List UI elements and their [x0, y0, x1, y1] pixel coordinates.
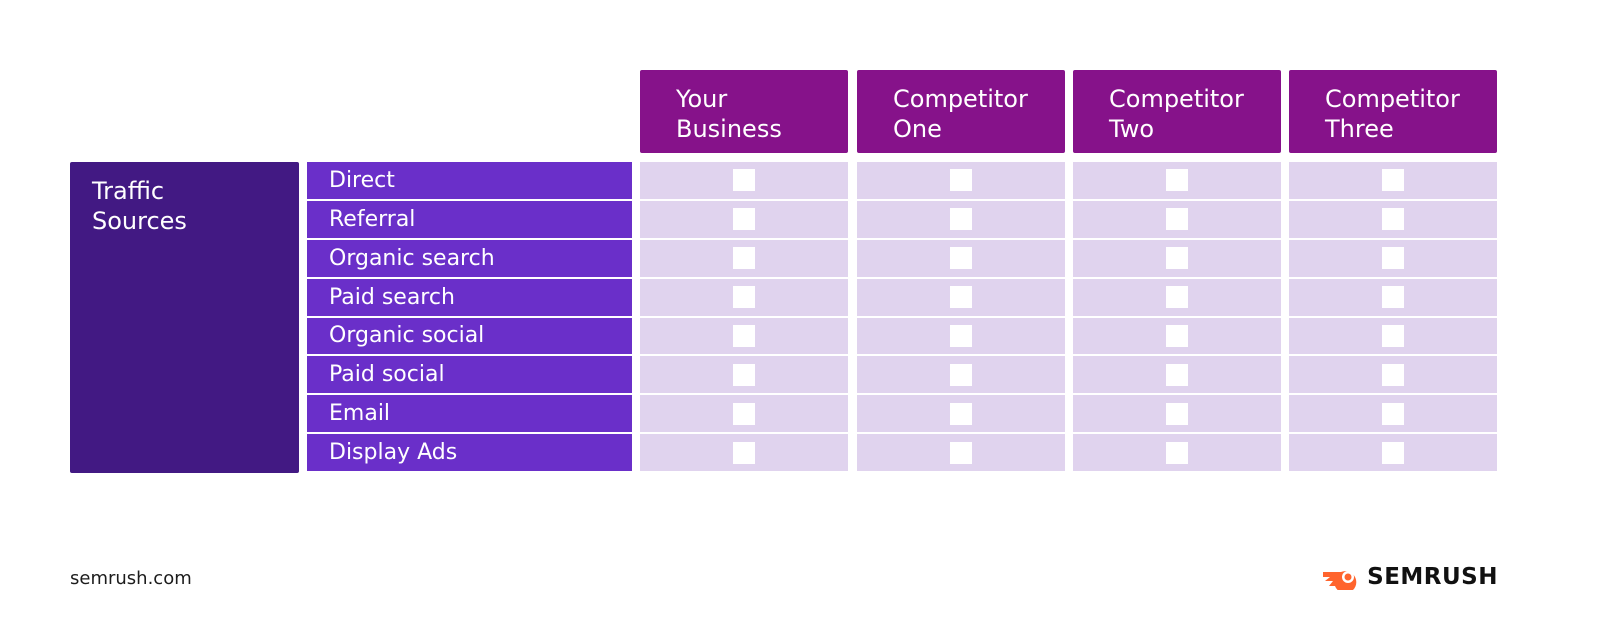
column-header: Your Business [640, 70, 848, 153]
checkbox [1382, 169, 1404, 192]
logo: SEMRUSH [1321, 564, 1498, 590]
column-header: Competitor One [857, 70, 1065, 153]
header-line: Two [1109, 115, 1154, 143]
group-label: Traffic Sources [70, 162, 299, 473]
checkbox [1382, 208, 1404, 231]
checkbox [1166, 324, 1188, 347]
checkbox [733, 208, 755, 231]
column-header: Competitor Two [1073, 70, 1281, 153]
checkbox [950, 247, 972, 270]
checkbox [1382, 363, 1404, 386]
checkbox [733, 169, 755, 192]
checkbox [1166, 169, 1188, 192]
checkbox [1382, 286, 1404, 309]
checkbox [1166, 441, 1188, 464]
checkbox [1382, 324, 1404, 347]
logo-text: SEMRUSH [1367, 564, 1498, 590]
header-line: Your [676, 85, 728, 113]
checkbox [1166, 247, 1188, 270]
header-line: Competitor [893, 85, 1028, 113]
column-header: Competitor Three [1289, 70, 1497, 153]
checkbox [950, 286, 972, 309]
checkbox [733, 402, 755, 425]
checkbox [950, 363, 972, 386]
checkbox [950, 208, 972, 231]
checkbox [733, 441, 755, 464]
group-line: Sources [92, 207, 187, 235]
checkbox [1382, 247, 1404, 270]
logo-icon [1323, 571, 1357, 590]
row-label: Paid social [307, 356, 632, 394]
row-label: Referral [307, 200, 632, 238]
checkbox [950, 324, 972, 347]
footer-site: semrush.com [70, 568, 192, 589]
row-label: Paid search [307, 278, 632, 316]
checkbox [950, 441, 972, 464]
checkbox [1166, 402, 1188, 425]
checkbox [950, 402, 972, 425]
checkbox [733, 247, 755, 270]
header-line: Competitor [1109, 85, 1244, 113]
checkbox [1166, 363, 1188, 386]
checkbox [1166, 286, 1188, 309]
row-label: Organic social [307, 317, 632, 355]
header-line: Business [676, 115, 782, 143]
header-line: One [893, 115, 942, 143]
checkbox [733, 286, 755, 309]
row-label: Display Ads [307, 434, 632, 471]
header-line: Competitor [1325, 85, 1460, 113]
checkbox [1166, 208, 1188, 231]
row-label: Direct [307, 162, 632, 199]
checkbox [950, 169, 972, 192]
row-label: Organic search [307, 239, 632, 277]
checkbox [1382, 441, 1404, 464]
row-label: Email [307, 395, 632, 433]
header-line: Three [1325, 115, 1394, 143]
checkbox [733, 363, 755, 386]
group-line: Traffic [92, 177, 165, 205]
checkbox [1382, 402, 1404, 425]
checkbox [733, 324, 755, 347]
